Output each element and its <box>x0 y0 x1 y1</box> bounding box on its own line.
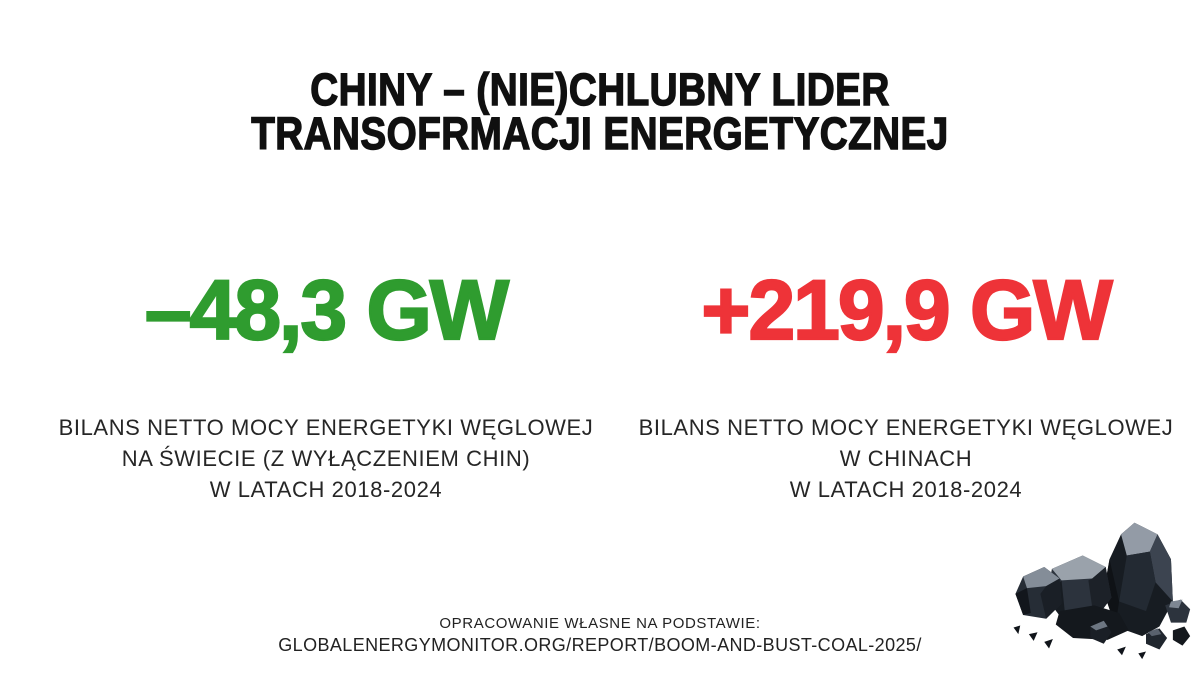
stat-world-excl-china: –48,3 GW BILANS NETTO MOCY ENERGETYKI WĘ… <box>26 263 626 505</box>
stats-row: –48,3 GW BILANS NETTO MOCY ENERGETYKI WĘ… <box>0 263 1200 505</box>
stat-caption-china-line1: BILANS NETTO MOCY ENERGETYKI WĘGLOWEJ <box>638 415 1174 440</box>
source-attribution: OPRACOWANIE WŁASNE NA PODSTAWIE: GLOBALE… <box>0 613 1200 657</box>
stat-china: +219,9 GW BILANS NETTO MOCY ENERGETYKI W… <box>606 263 1200 505</box>
stat-value-world: –48,3 GW <box>144 263 510 357</box>
stat-caption-world-line3: W LATACH 2018-2024 <box>209 477 443 502</box>
stat-caption-world: BILANS NETTO MOCY ENERGETYKI WĘGLOWEJ NA… <box>26 412 626 505</box>
page-title: CHINY – (NIE)CHLUBNY LIDER TRANSOFRMACJI… <box>84 64 1116 159</box>
source-attribution-url: GLOBALENERGYMONITOR.ORG/REPORT/BOOM-AND-… <box>278 635 922 655</box>
page-title-line1: CHINY – (NIE)CHLUBNY LIDER <box>310 64 890 115</box>
stat-caption-world-line1: BILANS NETTO MOCY ENERGETYKI WĘGLOWEJ <box>58 415 594 440</box>
coal-pile-illustration <box>1013 522 1191 660</box>
stat-caption-world-line2: NA ŚWIECIE (Z WYŁĄCZENIEM CHIN) <box>121 446 531 471</box>
stat-caption-china-line3: W LATACH 2018-2024 <box>789 477 1023 502</box>
source-attribution-label: OPRACOWANIE WŁASNE NA PODSTAWIE: <box>439 615 761 632</box>
page-title-line2: TRANSOFRMACJI ENERGETYCZNEJ <box>251 108 949 159</box>
stat-value-china: +219,9 GW <box>700 263 1113 357</box>
stat-caption-china: BILANS NETTO MOCY ENERGETYKI WĘGLOWEJ W … <box>606 412 1200 505</box>
stat-caption-china-line2: W CHINACH <box>839 446 973 471</box>
